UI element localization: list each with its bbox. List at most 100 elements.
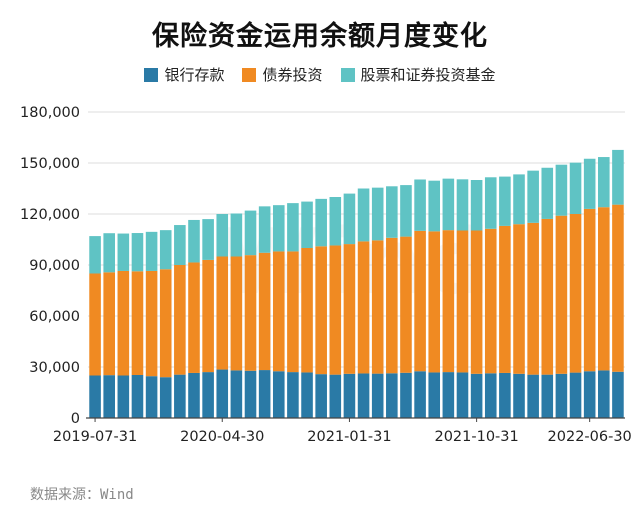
legend-swatch-bank-deposits: [144, 67, 159, 82]
bar-segment-stocks-funds: [470, 180, 483, 231]
bar-segment-bonds: [174, 265, 186, 375]
bar-segment-bonds: [230, 256, 243, 371]
chart-title: 保险资金运用余额月度变化: [152, 21, 488, 52]
bar-segment-bank-deposits: [329, 374, 342, 418]
bar-segment-stocks-funds: [343, 193, 356, 245]
bar-segment-bonds: [513, 224, 525, 374]
bar-segment-bonds: [188, 262, 200, 373]
bar-segment-bonds: [258, 252, 271, 371]
bar-segment-stocks-funds: [202, 219, 214, 260]
legend-swatch-bonds: [242, 67, 257, 82]
bar-segment-stocks-funds: [188, 219, 200, 263]
bar-segment-bonds: [244, 255, 257, 371]
bar-segment-bank-deposits: [428, 372, 441, 418]
bar-segment-bank-deposits: [216, 369, 229, 418]
bar-segment-stocks-funds: [159, 230, 172, 270]
bar-segment-bank-deposits: [400, 372, 412, 418]
bar-segment-stocks-funds: [258, 206, 271, 253]
bar-segment-bank-deposits: [272, 371, 285, 418]
bar-segment-bonds: [131, 271, 144, 375]
bar-segment-stocks-funds: [569, 162, 582, 214]
bar-segment-bonds: [428, 231, 441, 373]
y-tick-label: 120,000: [20, 207, 80, 223]
bar-segment-bank-deposits: [117, 375, 130, 418]
bar-segment-bank-deposits: [386, 373, 398, 418]
legend-swatch-stocks-funds: [340, 67, 355, 82]
bar-segment-stocks-funds: [527, 170, 539, 223]
bar-segment-bank-deposits: [470, 373, 483, 418]
legend-label-bonds: 债券投资: [262, 66, 323, 84]
bar-segment-stocks-funds: [216, 214, 229, 257]
bar-segment-bonds: [272, 251, 285, 372]
bar-segment-bank-deposits: [541, 374, 554, 418]
bar-segment-bank-deposits: [569, 372, 582, 418]
bar-segment-bank-deposits: [244, 370, 257, 418]
legend-item-bonds: 债券投资: [242, 64, 323, 85]
bar-segment-bonds: [315, 246, 327, 375]
bar-segment-bank-deposits: [103, 375, 115, 418]
bar-segment-bank-deposits: [371, 373, 384, 418]
x-tick-label: 2021-10-31: [434, 429, 518, 445]
bar-segment-stocks-funds: [230, 213, 243, 257]
x-tick-label: 2019-07-31: [53, 429, 137, 445]
bar-segment-stocks-funds: [428, 180, 441, 232]
bar-segment-bank-deposits: [174, 374, 186, 418]
bar-segment-stocks-funds: [414, 179, 426, 231]
bar-segment-bank-deposits: [513, 373, 525, 418]
bar-segment-stocks-funds: [329, 197, 342, 246]
y-tick-label: 150,000: [20, 156, 80, 172]
y-tick-label: 30,000: [29, 360, 80, 376]
bar-segment-stocks-funds: [301, 201, 313, 248]
bar-segment-stocks-funds: [555, 164, 568, 216]
bar-segment-bonds: [386, 237, 398, 374]
bar-segment-stocks-funds: [103, 233, 115, 273]
bar-segment-bank-deposits: [555, 373, 568, 418]
bar-segment-bonds: [343, 244, 356, 374]
bar-segment-bonds: [527, 222, 539, 375]
legend: 银行存款 债券投资 股票和证券投资基金: [0, 64, 640, 85]
bar-segment-bonds: [541, 218, 554, 375]
bar-segment-stocks-funds: [386, 186, 398, 238]
bar-segment-bonds: [145, 270, 158, 377]
bar-segment-bonds: [612, 204, 624, 372]
bar-segment-bonds: [583, 208, 596, 372]
x-tick-label: 2021-01-31: [307, 429, 391, 445]
bar-segment-bonds: [89, 273, 101, 376]
bar-segment-stocks-funds: [357, 188, 370, 242]
bar-segment-bank-deposits: [456, 372, 469, 418]
y-tick-label: 90,000: [29, 258, 80, 274]
x-tick-label: 2020-04-30: [180, 429, 264, 445]
y-tick-label: 180,000: [20, 105, 80, 121]
bar-segment-bonds: [202, 259, 214, 373]
bar-segment-bank-deposits: [202, 372, 214, 418]
bar-segment-bank-deposits: [230, 370, 243, 418]
bar-segment-bonds: [456, 230, 469, 373]
bar-segment-stocks-funds: [287, 203, 299, 252]
bar-segment-bonds: [470, 230, 483, 374]
bar-segment-bank-deposits: [499, 372, 511, 418]
bar-segment-stocks-funds: [315, 198, 327, 247]
bar-segment-stocks-funds: [244, 210, 257, 256]
bar-segment-bonds: [117, 270, 130, 376]
bar-segment-stocks-funds: [583, 158, 596, 209]
bar-segment-bonds: [400, 236, 412, 373]
bar-segment-stocks-funds: [272, 205, 285, 252]
bar-segment-bank-deposits: [258, 370, 271, 418]
bar-segment-stocks-funds: [89, 236, 101, 274]
bar-segment-bank-deposits: [159, 377, 172, 418]
bar-segment-stocks-funds: [612, 149, 624, 205]
bar-segment-stocks-funds: [145, 231, 158, 271]
bar-segment-stocks-funds: [131, 233, 144, 272]
bar-segment-bonds: [287, 251, 299, 373]
bar-segment-bank-deposits: [89, 375, 101, 418]
bar-segment-bank-deposits: [583, 371, 596, 418]
y-tick-label: 60,000: [29, 309, 80, 325]
bar-segment-stocks-funds: [598, 157, 610, 208]
legend-label-stocks-funds: 股票和证券投资基金: [360, 66, 496, 84]
bar-segment-bank-deposits: [343, 373, 356, 418]
bar-segment-stocks-funds: [513, 174, 525, 225]
bar-segment-stocks-funds: [174, 225, 186, 265]
bar-segment-bank-deposits: [442, 372, 455, 418]
bar-segment-stocks-funds: [400, 185, 412, 237]
